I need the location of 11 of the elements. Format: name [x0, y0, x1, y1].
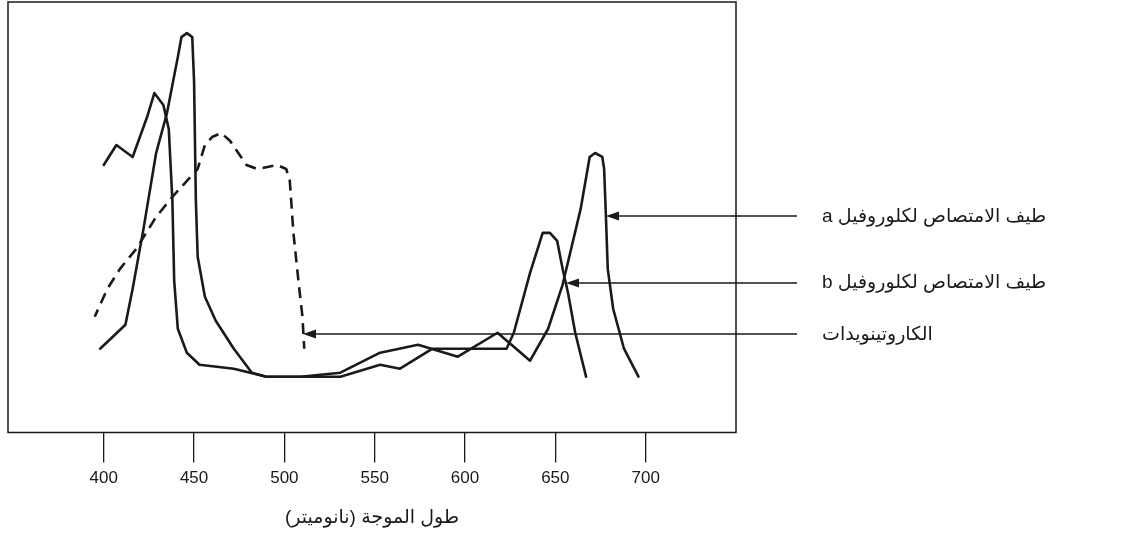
text: الكاروتينويدات: [822, 322, 933, 345]
x-axis-title: طول الموجة (نانوميتر): [284, 506, 460, 529]
x-tick-label: 400: [89, 468, 118, 488]
x-tick-label: 450: [179, 468, 209, 488]
x-tick-label: 650: [541, 468, 570, 488]
x-tick-label: 700: [631, 468, 660, 488]
x-tick-label: 550: [360, 468, 389, 488]
text: طيف الامتصاص لكلوروفيل a: [822, 204, 1047, 227]
x-tick-label: 500: [270, 468, 299, 488]
text: طيف الامتصاص لكلوروفيل b: [822, 271, 1047, 294]
x-tick-label: 600: [450, 468, 480, 488]
